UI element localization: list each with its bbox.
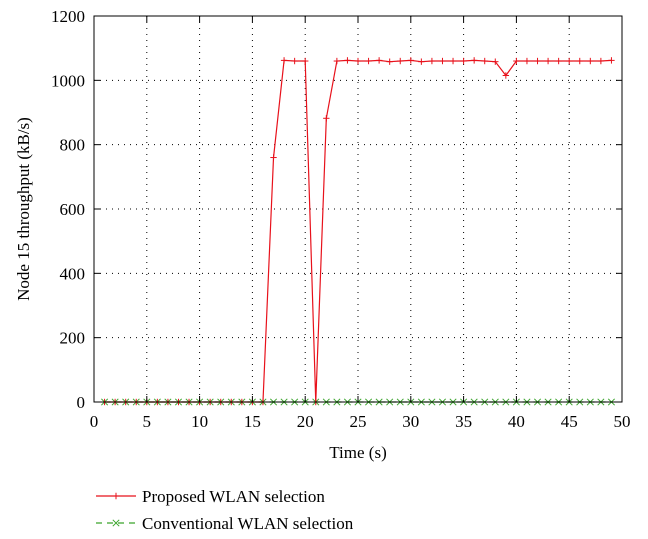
proposed-data-point [502,72,510,79]
proposed-data-point [407,57,414,64]
y-tick-label: 600 [60,200,86,219]
x-tick-label: 10 [191,412,208,431]
proposed-data-point [449,57,457,65]
y-tick-label: 200 [60,329,86,348]
proposed-data-point [375,57,383,64]
x-tick-label: 5 [143,412,152,431]
proposed-data-point [481,57,488,65]
proposed-data-point [270,154,277,161]
legend: Proposed WLAN selection Conventional WLAN… [96,487,354,533]
y-tick-label: 0 [77,393,86,412]
proposed-data-point [534,57,541,65]
x-tick-label: 15 [244,412,261,431]
x-tick-label: 35 [455,412,472,431]
proposed-data-point [513,57,520,65]
proposed-data-point [386,58,393,65]
legend-proposed-label: Proposed WLAN selection [142,487,325,506]
x-tick-label: 40 [508,412,525,431]
y-axis-title: Node 15 throughput (kB/s) [14,117,33,301]
axes: 0 5 10 15 20 25 30 35 40 45 50 0 200 400 600 800 1000 120… [51,7,631,431]
x-tick-label: 50 [614,412,631,431]
legend-proposed-marker [112,492,120,500]
x-tick-label: 45 [561,412,578,431]
proposed-data-point [608,57,615,64]
proposed-data-point [597,57,605,65]
proposed-data-point [333,57,341,65]
x-tick-label: 30 [402,412,419,431]
proposed-data-point [354,57,362,65]
proposed-data-point [439,57,446,65]
proposed-data-point [418,58,425,65]
proposed-data-point [323,115,330,122]
legend-conventional-marker [112,519,120,527]
proposed-data-point [576,57,583,65]
proposed-data-point [544,57,552,65]
proposed-data-point [470,57,478,64]
y-tick-label: 400 [60,264,86,283]
y-tick-label: 1000 [51,71,85,90]
proposed-data-point [566,57,573,65]
proposed-data-point [460,57,467,65]
y-tick-label: 1200 [51,7,85,26]
proposed-data-point [302,57,309,65]
proposed-data-point [397,57,404,65]
x-tick-label: 20 [297,412,314,431]
legend-conventional-label: Conventional WLAN selection [142,514,354,533]
x-axis-title: Time (s) [329,443,386,462]
y-tick-label: 800 [60,136,86,155]
proposed-data-point [492,58,499,65]
proposed-data-point [555,57,562,65]
proposed-data-point [291,57,298,65]
grid-lines [94,16,622,402]
proposed-data-point [587,57,594,65]
proposed-data-point [280,57,288,64]
proposed-data-point [344,57,351,64]
proposed-data-point [428,57,436,65]
proposed-data-point [523,57,531,65]
x-tick-label: 25 [350,412,367,431]
x-tick-label: 0 [90,412,99,431]
proposed-data-point [365,57,372,65]
